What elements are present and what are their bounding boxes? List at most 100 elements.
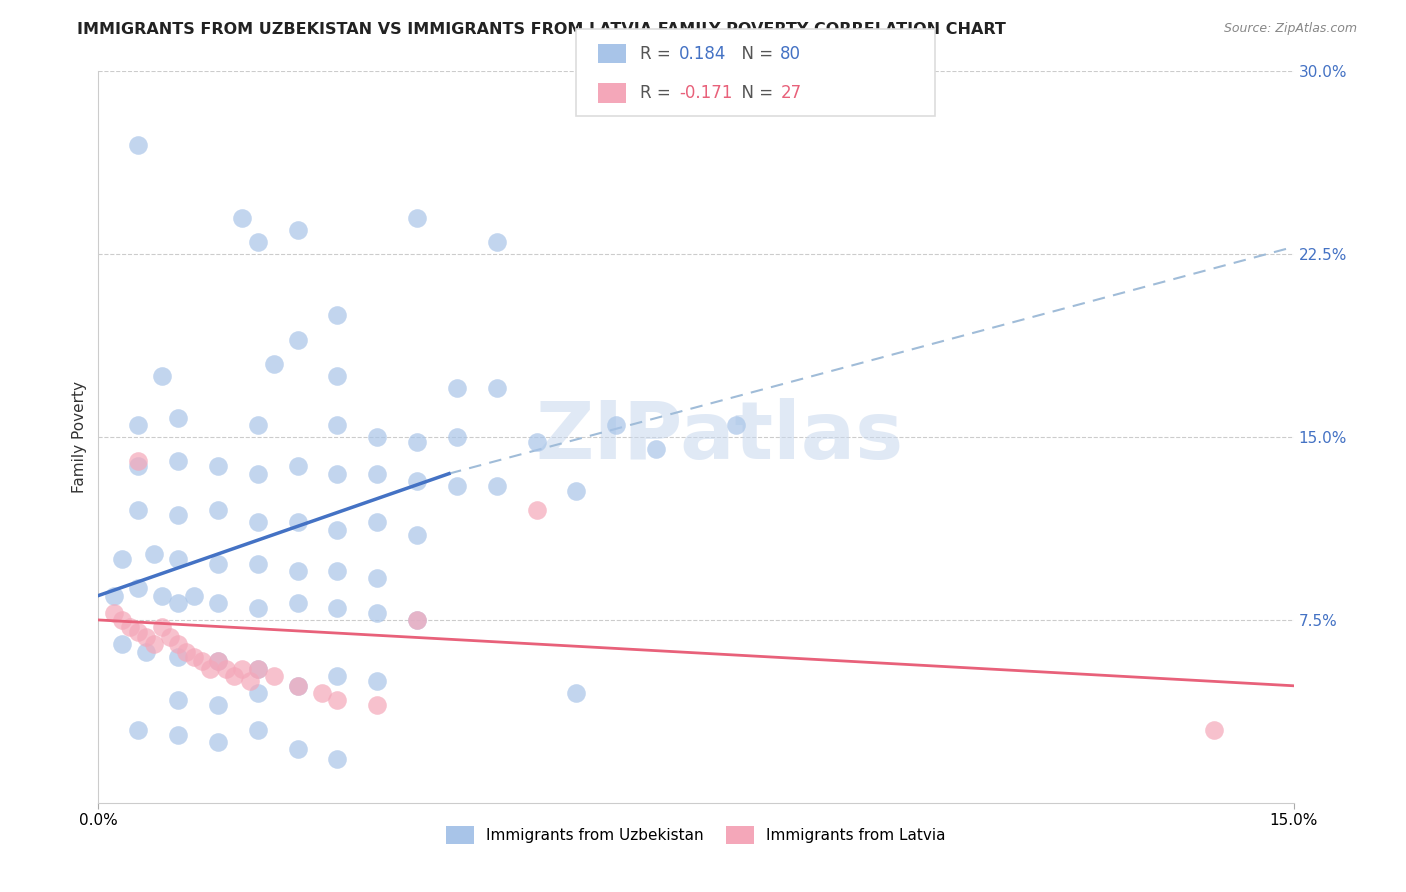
Text: 80: 80 bbox=[780, 45, 801, 62]
Point bbox=[246, 662, 269, 676]
Point bbox=[446, 381, 468, 395]
Point bbox=[724, 417, 747, 432]
Point bbox=[127, 454, 149, 468]
Point bbox=[135, 645, 157, 659]
Point bbox=[215, 662, 238, 676]
Point bbox=[406, 211, 429, 225]
Point bbox=[1202, 723, 1225, 737]
Point bbox=[406, 474, 429, 488]
Point bbox=[326, 369, 349, 384]
Point bbox=[287, 742, 309, 756]
Point bbox=[127, 459, 149, 474]
Y-axis label: Family Poverty: Family Poverty bbox=[72, 381, 87, 493]
Point bbox=[127, 137, 149, 152]
Text: 27: 27 bbox=[780, 84, 801, 102]
Point bbox=[135, 630, 157, 644]
Point bbox=[167, 649, 190, 664]
Point bbox=[127, 581, 149, 595]
Point bbox=[526, 434, 548, 449]
Text: ZIPatlas: ZIPatlas bbox=[536, 398, 904, 476]
Point bbox=[287, 223, 309, 237]
Point bbox=[167, 454, 190, 468]
Point bbox=[263, 669, 285, 683]
Point bbox=[406, 527, 429, 541]
Point bbox=[246, 723, 269, 737]
Text: R =: R = bbox=[640, 84, 676, 102]
Point bbox=[191, 654, 214, 668]
Point bbox=[207, 557, 229, 571]
Point bbox=[198, 662, 221, 676]
Point bbox=[326, 467, 349, 481]
Point bbox=[287, 516, 309, 530]
Point bbox=[366, 467, 388, 481]
Point bbox=[120, 620, 142, 634]
Point bbox=[246, 467, 269, 481]
Point bbox=[263, 357, 285, 371]
Point bbox=[111, 637, 134, 651]
Point bbox=[326, 523, 349, 537]
Point bbox=[207, 654, 229, 668]
Point bbox=[143, 637, 166, 651]
Point bbox=[174, 645, 197, 659]
Point bbox=[246, 516, 269, 530]
Point bbox=[485, 381, 508, 395]
Point bbox=[366, 572, 388, 586]
Point bbox=[150, 620, 173, 634]
Point bbox=[127, 723, 149, 737]
Text: IMMIGRANTS FROM UZBEKISTAN VS IMMIGRANTS FROM LATVIA FAMILY POVERTY CORRELATION : IMMIGRANTS FROM UZBEKISTAN VS IMMIGRANTS… bbox=[77, 22, 1007, 37]
Point bbox=[485, 479, 508, 493]
Point bbox=[326, 308, 349, 322]
Point bbox=[366, 673, 388, 688]
Point bbox=[127, 625, 149, 640]
Point bbox=[207, 459, 229, 474]
Text: R =: R = bbox=[640, 45, 676, 62]
Point bbox=[287, 679, 309, 693]
Point bbox=[406, 613, 429, 627]
Point bbox=[127, 417, 149, 432]
Point bbox=[222, 669, 245, 683]
Point bbox=[565, 686, 588, 700]
Point bbox=[326, 564, 349, 578]
Point bbox=[207, 596, 229, 610]
Text: 0.184: 0.184 bbox=[679, 45, 727, 62]
Point bbox=[231, 211, 253, 225]
Point bbox=[150, 369, 173, 384]
Point bbox=[231, 662, 253, 676]
Point bbox=[167, 508, 190, 522]
Point bbox=[207, 654, 229, 668]
Point bbox=[366, 430, 388, 444]
Point bbox=[485, 235, 508, 249]
Point bbox=[159, 630, 181, 644]
Point bbox=[406, 613, 429, 627]
Text: N =: N = bbox=[731, 45, 779, 62]
Point bbox=[246, 600, 269, 615]
Point bbox=[645, 442, 668, 457]
Text: -0.171: -0.171 bbox=[679, 84, 733, 102]
Point bbox=[143, 547, 166, 561]
Point bbox=[366, 606, 388, 620]
Point bbox=[326, 752, 349, 766]
Point bbox=[246, 686, 269, 700]
Text: N =: N = bbox=[731, 84, 779, 102]
Point bbox=[246, 557, 269, 571]
Point bbox=[167, 693, 190, 707]
Point bbox=[446, 479, 468, 493]
Point bbox=[287, 596, 309, 610]
Point bbox=[326, 600, 349, 615]
Point bbox=[111, 613, 134, 627]
Point bbox=[406, 434, 429, 449]
Point bbox=[150, 589, 173, 603]
Point bbox=[167, 552, 190, 566]
Point bbox=[446, 430, 468, 444]
Point bbox=[127, 503, 149, 517]
Point bbox=[246, 417, 269, 432]
Point bbox=[207, 698, 229, 713]
Point bbox=[103, 589, 125, 603]
Point bbox=[167, 410, 190, 425]
Point bbox=[565, 483, 588, 498]
Point bbox=[311, 686, 333, 700]
Point bbox=[167, 727, 190, 741]
Point bbox=[167, 637, 190, 651]
Point bbox=[239, 673, 262, 688]
Point bbox=[103, 606, 125, 620]
